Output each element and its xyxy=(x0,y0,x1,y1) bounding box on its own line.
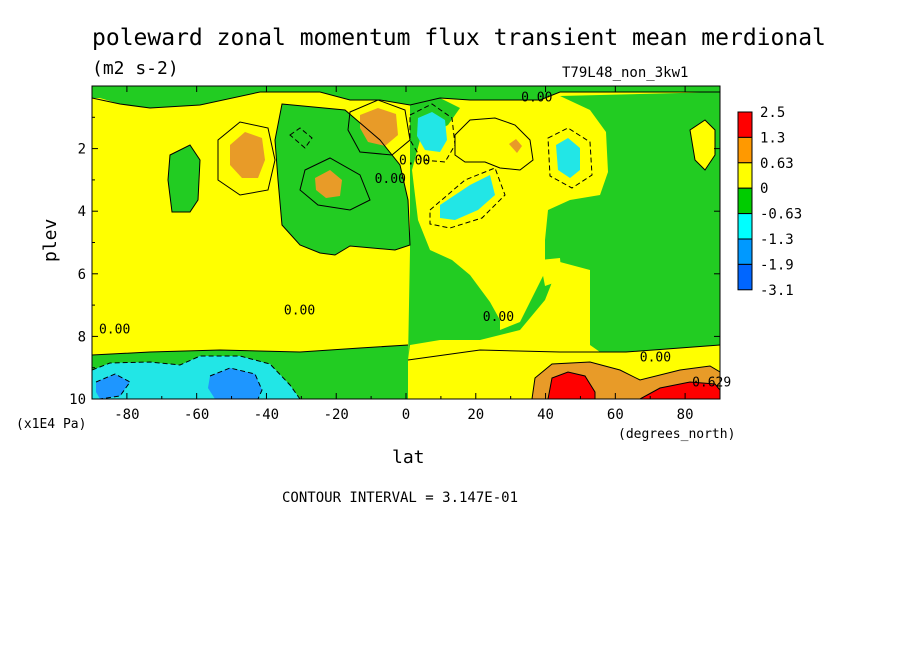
region-positive-right-island xyxy=(455,118,533,170)
y-tick-label: 10 xyxy=(69,392,86,408)
region-strong-positive-bottom-right xyxy=(548,372,595,399)
y-tick-label: 6 xyxy=(78,267,86,283)
x-tick-label: 40 xyxy=(537,407,554,423)
region-negative3-bottom-left xyxy=(96,374,130,399)
contour-label: 0.00 xyxy=(399,153,430,168)
region-negative2-upper-center xyxy=(417,112,447,152)
contour-label: 0.00 xyxy=(99,322,130,337)
y-axis-units: (x1E4 Pa) xyxy=(16,417,86,432)
legend-swatch xyxy=(737,213,753,240)
contour-labels: 0.00 0.00 0.00 0.00 0.00 0.00 0.00 0.629 xyxy=(99,91,731,391)
chart-units: (m2 s-2) xyxy=(92,58,179,79)
region-positive2-top-center xyxy=(360,108,398,146)
run-label: T79L48_non_3kw1 xyxy=(562,65,688,81)
region-negative3-bottom-mid xyxy=(208,368,262,399)
legend-swatch xyxy=(737,187,753,215)
y-tick-label: 4 xyxy=(78,204,86,220)
region-positive2-upper-mid xyxy=(315,170,342,198)
legend-swatch xyxy=(737,111,753,138)
x-tick-label: -20 xyxy=(324,407,349,423)
axes: -80 -60 -40 -20 0 20 40 60 80 2 4 6 8 10 xyxy=(69,86,721,423)
legend-label: 0.63 xyxy=(760,156,794,172)
y-tick-label: 2 xyxy=(78,142,86,158)
legend-label: -0.63 xyxy=(760,207,802,223)
region-negative-right xyxy=(408,92,720,360)
y-tick-label: 8 xyxy=(78,329,86,345)
region-positive-right-small xyxy=(540,258,562,286)
x-tick-label: -60 xyxy=(184,407,209,423)
region-positive-right-island-2 xyxy=(690,120,715,170)
x-tick-label: -40 xyxy=(254,407,279,423)
legend-swatch xyxy=(737,238,753,265)
x-tick-label: 0 xyxy=(402,407,410,423)
chart-title: poleward zonal momentum flux transient m… xyxy=(92,25,826,51)
contour-label: 0.00 xyxy=(521,91,552,106)
legend-swatch xyxy=(737,162,753,189)
contour-lines xyxy=(92,91,720,399)
region-negative-left-isolated xyxy=(168,145,200,212)
x-tick-label: 20 xyxy=(467,407,484,423)
contour-interval: CONTOUR INTERVAL = 3.147E-01 xyxy=(282,490,518,506)
contour-label: 0.629 xyxy=(692,375,731,390)
x-tick-label: 80 xyxy=(677,407,694,423)
region-negative2-mid-right xyxy=(440,175,495,220)
region-strong-positive-bottom-far-right xyxy=(640,382,720,399)
colorbar-legend: 2.5 1.3 0.63 0 -0.63 -1.3 -1.9 -3.1 xyxy=(737,105,802,299)
contour-field xyxy=(92,86,720,399)
legend-label: 2.5 xyxy=(760,105,785,121)
contour-label: 0.00 xyxy=(284,303,315,318)
contour-lines-negative xyxy=(92,103,593,399)
x-axis-label: lat xyxy=(392,447,425,468)
x-tick-label: -80 xyxy=(114,407,139,423)
legend-label: -1.3 xyxy=(760,232,794,248)
y-axis-label: plev xyxy=(40,219,61,262)
legend-label: 1.3 xyxy=(760,130,785,146)
region-negative2-upper-right xyxy=(556,138,580,178)
legend-label: -3.1 xyxy=(760,283,794,299)
region-positive2-upper-left xyxy=(230,132,265,178)
legend-label: -1.9 xyxy=(760,257,794,273)
legend-swatch xyxy=(737,263,753,291)
contour-label: 0.00 xyxy=(640,350,671,365)
legend-label: 0 xyxy=(760,181,768,197)
legend-swatch xyxy=(737,136,753,164)
contour-label: 0.00 xyxy=(483,310,514,325)
x-tick-label: 60 xyxy=(607,407,624,423)
contour-label: 0.00 xyxy=(375,172,406,187)
x-axis-units: (degrees_north) xyxy=(618,427,735,442)
region-positive2-small-right xyxy=(509,139,522,153)
